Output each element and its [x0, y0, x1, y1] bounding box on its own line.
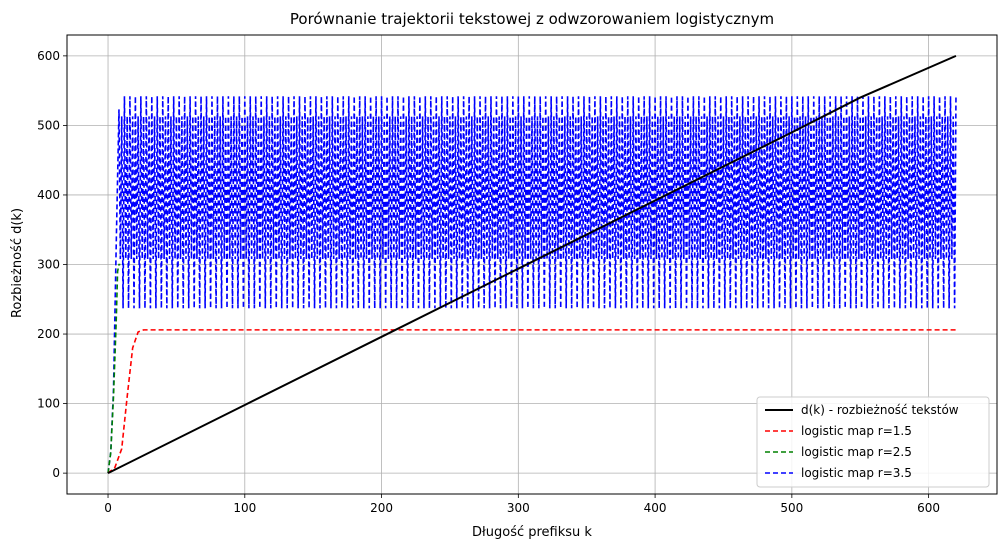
x-tick-label: 500: [780, 501, 803, 515]
ticks-layer: 0 100 200 300 400 500 600 0 100 200 300 400 500 600: [37, 49, 940, 515]
legend-label: logistic map r=3.5: [801, 466, 912, 480]
legend-label: logistic map r=1.5: [801, 424, 912, 438]
series-line-r15: [107, 329, 956, 474]
legend-box: [756, 396, 990, 488]
chart-title: Porównanie trajektorii tekstowej z odwzo…: [290, 10, 774, 28]
y-tick-label: 500: [37, 118, 60, 132]
y-axis-label: Rozbieżność d(k): [10, 208, 25, 318]
x-tick-label: 200: [370, 501, 393, 515]
y-tick-label: 200: [37, 327, 60, 341]
y-tick-label: 300: [37, 258, 60, 272]
y-tick-label: 600: [37, 49, 60, 63]
x-axis-label: Długość prefiksu k: [472, 525, 592, 540]
series-line-dk: [107, 54, 957, 475]
y-tick-label: 100: [37, 397, 60, 411]
legend: d(k) - rozbieżność tekstów logistic map r…: [756, 396, 990, 488]
series-line-r35: [107, 96, 957, 474]
y-tick-label: 0: [52, 466, 60, 480]
legend-label: logistic map r=2.5: [801, 445, 912, 459]
x-tick-label: 300: [507, 501, 530, 515]
series-layer: [107, 54, 957, 475]
x-tick-label: 600: [917, 501, 940, 515]
legend-label: d(k) - rozbieżność tekstów: [801, 403, 959, 417]
y-tick-label: 400: [37, 188, 60, 202]
x-tick-label: 100: [233, 501, 256, 515]
series-line-r25: [107, 263, 121, 474]
x-tick-label: 400: [644, 501, 667, 515]
x-tick-label: 0: [104, 501, 112, 515]
